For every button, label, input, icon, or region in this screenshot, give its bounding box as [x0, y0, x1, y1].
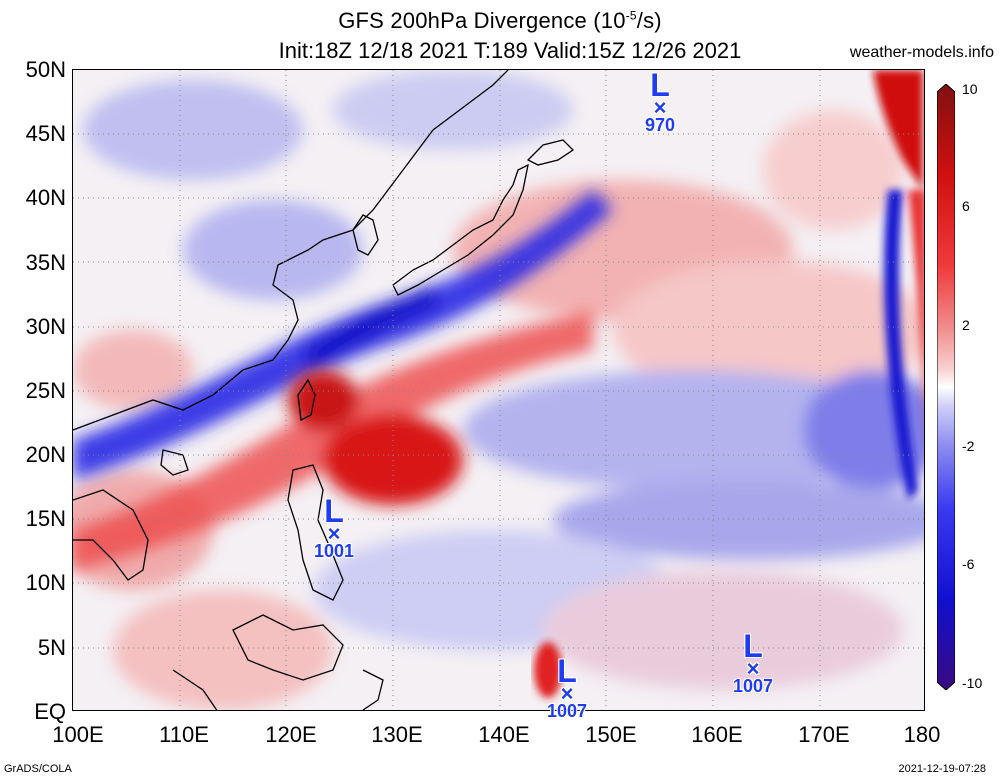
- lon-label-110e: 110E: [159, 722, 209, 747]
- chart-title: GFS 200hPa Divergence (10-5/s): [338, 8, 662, 33]
- lon-label-150e: 150E: [585, 722, 637, 747]
- colorbar-label-6: 6: [962, 198, 970, 214]
- lat-label-30n: 30N: [25, 314, 66, 339]
- lon-label-160e: 160E: [691, 722, 743, 747]
- chart-subtitle: Init:18Z 12/18 2021 T:189 Valid:15Z 12/2…: [278, 38, 742, 63]
- credit-timestamp: 2021-12-19-07:28: [898, 763, 986, 775]
- lon-label-140e: 140E: [478, 722, 530, 747]
- lat-label-5n: 5N: [37, 635, 66, 660]
- low-marker-1007-a: L × 1007: [546, 653, 588, 721]
- colorbar-label-m2: -2: [962, 438, 975, 454]
- lon-label-100e: 100E: [52, 722, 104, 747]
- low-marker-970: L × 970: [644, 67, 676, 135]
- colorbar-label-10: 10: [962, 81, 978, 97]
- lat-label-40n: 40N: [25, 185, 66, 210]
- lon-label-170e: 170E: [798, 722, 850, 747]
- low-marker-1001: L × 1001: [313, 493, 355, 561]
- lon-label-120e: 120E: [265, 722, 317, 747]
- colorbar-label-m10: -10: [962, 675, 983, 691]
- lat-label-20n: 20N: [25, 442, 66, 467]
- lon-label-180: 180: [903, 722, 941, 747]
- lat-label-10n: 10N: [25, 570, 66, 595]
- lat-label-25n: 25N: [25, 378, 66, 403]
- colorbar: [936, 83, 956, 691]
- lat-label-45n: 45N: [25, 121, 66, 146]
- lat-label-15n: 15N: [25, 506, 66, 531]
- colorbar-label-2: 2: [962, 317, 970, 333]
- lat-label-50n: 50N: [25, 57, 66, 82]
- lon-label-130e: 130E: [371, 722, 423, 747]
- colorbar-label-m6: -6: [962, 556, 975, 572]
- divergence-map: [72, 69, 925, 711]
- low-marker-1007-b: L × 1007: [732, 628, 774, 696]
- site-credit: weather-models.info: [849, 44, 994, 61]
- lat-label-35n: 35N: [25, 250, 66, 275]
- lat-label-eq: EQ: [34, 699, 66, 724]
- credit-grads: GrADS/COLA: [4, 763, 72, 775]
